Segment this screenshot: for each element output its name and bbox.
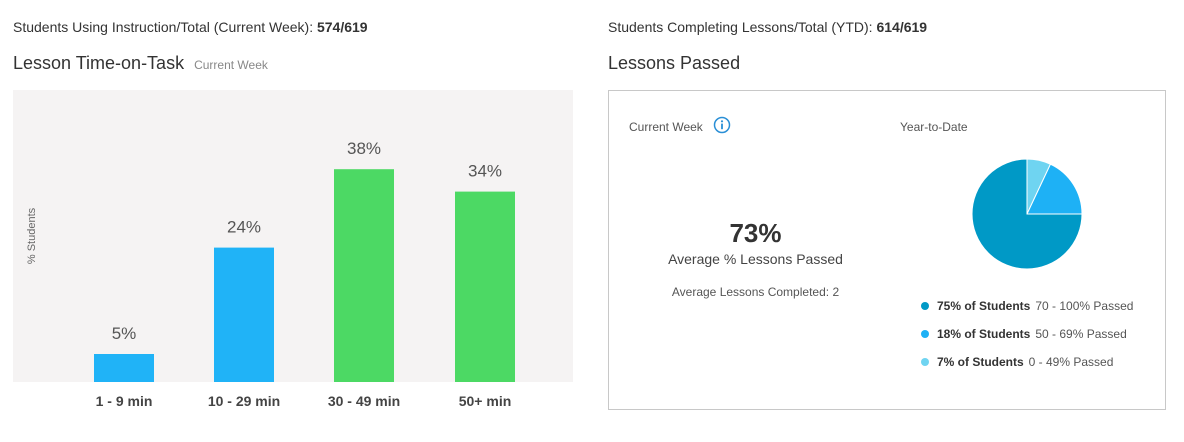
legend-dot xyxy=(921,358,929,366)
bar[interactable] xyxy=(94,354,154,382)
info-icon[interactable] xyxy=(713,116,731,134)
current-week-label: Current Week xyxy=(629,120,703,134)
legend-dot xyxy=(921,302,929,310)
ytd-pie-chart xyxy=(971,158,1083,270)
average-percent-value: 73% xyxy=(729,218,782,248)
category-label[interactable]: 30 - 49 min xyxy=(328,393,400,409)
avg-completed-label: Average Lessons Completed: xyxy=(671,285,830,299)
y-axis-label: % Students xyxy=(26,207,38,264)
stat-value: 614/619 xyxy=(876,19,928,35)
pie-slice[interactable] xyxy=(1026,163,1083,215)
bar[interactable] xyxy=(455,191,515,382)
stat-label: Students Using Instruction/Total (Curren… xyxy=(13,19,314,35)
stat-value: 574/619 xyxy=(316,19,368,35)
legend-range: 50 - 69% Passed xyxy=(1035,327,1127,341)
bar-value-label: 24% xyxy=(227,218,261,237)
time-on-task-subtitle: Current Week xyxy=(194,58,268,72)
bar-value-label: 38% xyxy=(347,139,381,158)
bar[interactable] xyxy=(334,169,394,382)
category-label[interactable]: 50+ min xyxy=(459,393,512,409)
average-lessons-completed: Average Lessons Completed: 2 xyxy=(609,285,902,299)
bar[interactable] xyxy=(214,247,274,382)
students-using-instruction-stat: Students Using Instruction/Total (Curren… xyxy=(13,19,368,35)
category-label[interactable]: 10 - 29 min xyxy=(208,393,280,409)
time-on-task-heading: Lesson Time-on-Task Current Week xyxy=(13,53,268,74)
time-on-task-bar-chart: % Students 5% 1 - 9 min 24% 10 - 29 min 38% 30… xyxy=(26,139,515,409)
legend-students: 75% of Students xyxy=(937,299,1031,313)
pie-slice[interactable] xyxy=(971,158,1083,270)
legend-students: 7% of Students xyxy=(937,355,1024,369)
students-completing-lessons-stat: Students Completing Lessons/Total (YTD):… xyxy=(608,19,927,35)
bar-value-label: 34% xyxy=(468,162,502,181)
year-to-date-label: Year-to-Date xyxy=(900,120,968,134)
legend-students: 18% of Students xyxy=(937,327,1031,341)
lessons-passed-title: Lessons Passed xyxy=(608,53,741,73)
category-label[interactable]: 1 - 9 min xyxy=(96,393,153,409)
legend-range: 70 - 100% Passed xyxy=(1035,299,1134,313)
bar-value-label: 5% xyxy=(112,324,137,343)
avg-completed-value: 2 xyxy=(832,285,840,299)
current-week-header: Current Week xyxy=(629,116,731,134)
legend-item: 75% of Students 70 - 100% Passed xyxy=(921,299,1133,313)
legend-range: 0 - 49% Passed xyxy=(1028,355,1114,369)
lessons-passed-panel: Current Week Year-to-Date 73% Average % … xyxy=(608,90,1166,410)
legend-dot xyxy=(921,330,929,338)
stat-label: Students Completing Lessons/Total (YTD): xyxy=(608,19,873,35)
average-percent-label: Average % Lessons Passed xyxy=(668,251,843,267)
legend-item: 7% of Students 0 - 49% Passed xyxy=(921,355,1113,369)
time-on-task-title: Lesson Time-on-Task xyxy=(13,53,185,73)
legend-item: 18% of Students 50 - 69% Passed xyxy=(921,327,1127,341)
